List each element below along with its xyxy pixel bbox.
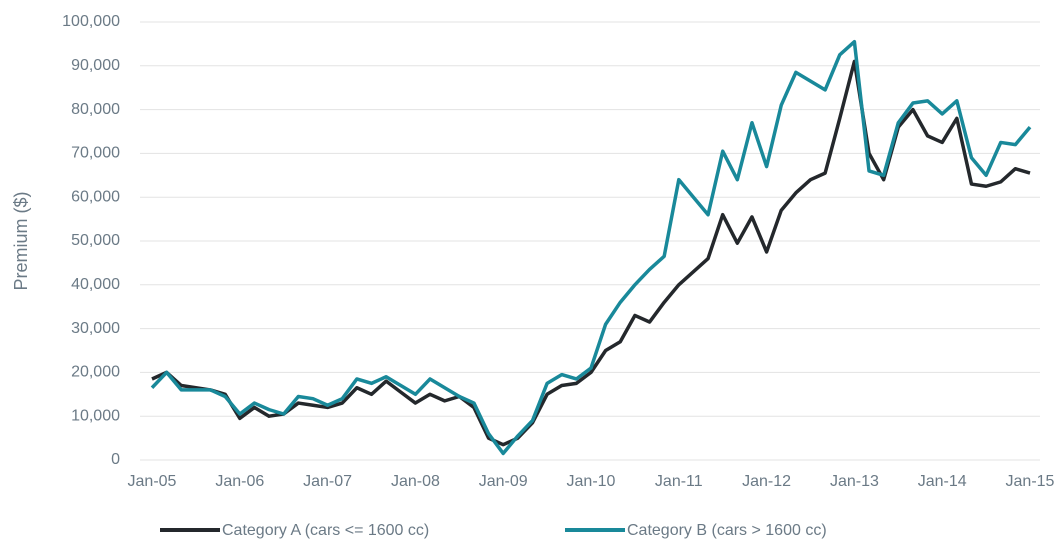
y-tick-label: 60,000 [71,188,120,205]
legend-label: Category A (cars <= 1600 cc) [222,522,429,539]
y-tick-label: 40,000 [71,276,120,293]
y-tick-label: 20,000 [71,364,120,381]
x-tick-label: Jan-06 [215,473,264,490]
y-tick-label: 30,000 [71,320,120,337]
x-tick-label: Jan-14 [918,473,967,490]
legend-label: Category B (cars > 1600 cc) [627,522,827,539]
x-tick-label: Jan-12 [742,473,791,490]
x-tick-label: Jan-09 [479,473,528,490]
x-tick-label: Jan-08 [391,473,440,490]
line-series [151,59,1031,447]
y-tick-label: 80,000 [71,101,120,118]
y-tick-label: 100,000 [62,13,120,30]
x-tick-label: Jan-05 [128,473,177,490]
x-tick-label: Jan-15 [1006,473,1055,490]
y-axis-label: Premium ($) [11,191,31,290]
y-tick-label: 0 [111,451,120,468]
y-tick-label: 10,000 [71,407,120,424]
y-tick-label: 50,000 [71,232,120,249]
line-series [150,39,1032,456]
y-tick-label: 70,000 [71,145,120,162]
y-tick-label: 90,000 [71,57,120,74]
x-tick-label: Jan-07 [303,473,352,490]
x-tick-label: Jan-10 [567,473,616,490]
x-tick-label: Jan-13 [830,473,879,490]
x-tick-label: Jan-11 [655,473,703,490]
